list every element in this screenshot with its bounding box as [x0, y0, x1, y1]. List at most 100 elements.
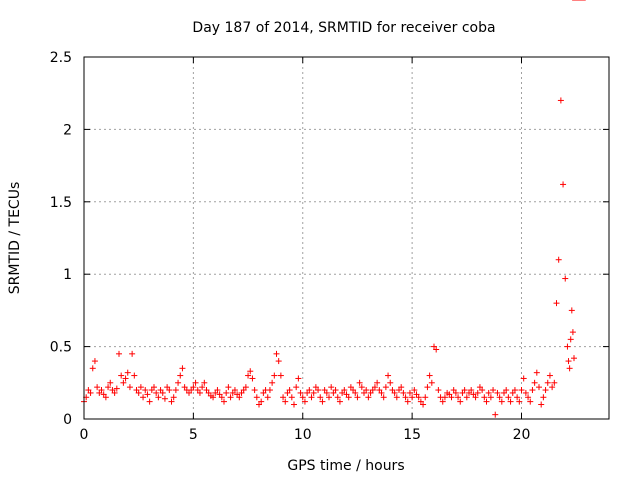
data-point	[225, 384, 232, 391]
data-point	[490, 387, 497, 394]
data-point	[332, 387, 339, 394]
data-point	[498, 398, 505, 405]
data-point	[113, 385, 120, 392]
data-point	[378, 389, 385, 396]
data-point	[306, 387, 313, 394]
data-point	[166, 387, 173, 394]
data-point	[89, 365, 96, 372]
data-point	[131, 372, 138, 379]
grid	[84, 57, 609, 419]
data-point	[231, 387, 238, 394]
data-point	[352, 389, 359, 396]
data-point	[277, 372, 284, 379]
data-point	[387, 379, 394, 386]
data-point	[137, 384, 144, 391]
data-point	[391, 389, 398, 396]
data-point	[536, 384, 542, 391]
data-point	[435, 387, 442, 394]
data-point	[286, 387, 293, 394]
data-point	[271, 372, 278, 379]
data-point	[170, 394, 177, 401]
y-tick-label: 0	[63, 412, 72, 428]
data-point	[538, 401, 545, 408]
data-point	[155, 394, 162, 401]
data-point	[218, 394, 225, 401]
data-point	[94, 384, 101, 391]
data-point	[334, 394, 341, 401]
data-point	[323, 389, 330, 396]
data-point	[398, 384, 405, 391]
data-point	[199, 384, 206, 391]
data-point	[146, 398, 153, 405]
data-point	[116, 350, 122, 357]
data-point	[144, 391, 151, 398]
data-point	[120, 379, 127, 386]
data-point	[522, 389, 529, 396]
data-point	[247, 368, 254, 375]
data-point	[98, 387, 105, 394]
data-point	[161, 395, 168, 402]
y-tick-label: 1.5	[50, 195, 72, 211]
data-point	[371, 384, 378, 391]
data-point	[505, 394, 512, 401]
data-point	[409, 394, 416, 401]
data-point	[227, 394, 234, 401]
data-point	[172, 387, 179, 394]
data-point	[288, 394, 295, 401]
data-point	[494, 389, 501, 396]
data-point	[382, 384, 389, 391]
data-point	[201, 379, 208, 386]
y-tick-label: 2.5	[50, 50, 72, 66]
data-point	[159, 389, 166, 396]
data-point	[363, 387, 370, 394]
data-point	[507, 398, 514, 405]
data-point	[345, 394, 352, 401]
y-axis-label: SRMTID / TECUs	[7, 182, 23, 295]
data-point	[518, 387, 525, 394]
data-point	[549, 384, 556, 391]
data-point	[461, 387, 468, 394]
data-point	[102, 394, 109, 401]
data-point	[514, 394, 521, 401]
data-point	[221, 398, 227, 405]
data-point	[105, 384, 112, 391]
data-point	[527, 398, 534, 405]
data-point	[540, 394, 547, 401]
data-point	[516, 398, 523, 405]
data-point	[168, 398, 175, 405]
data-point	[544, 379, 551, 386]
data-point	[122, 375, 129, 382]
data-point	[553, 300, 560, 307]
data-point	[426, 372, 433, 379]
ticks: 0 5 10 15 20 0 0.5 1 1.5 2 2.5	[50, 50, 609, 443]
data-point	[264, 394, 271, 401]
data-point	[483, 398, 490, 405]
data-point	[542, 387, 549, 394]
data-point	[135, 389, 142, 396]
plot-frame	[83, 56, 610, 420]
data-point	[564, 343, 571, 350]
data-point	[406, 389, 413, 396]
data-point	[474, 389, 481, 396]
data-point	[249, 375, 256, 382]
data-point	[319, 398, 326, 405]
data-point	[562, 275, 569, 282]
data-point	[273, 350, 280, 357]
data-point	[210, 394, 217, 401]
data-point	[301, 398, 308, 405]
data-point	[428, 379, 435, 386]
data-point	[496, 394, 503, 401]
data-points	[81, 0, 586, 418]
data-point	[529, 387, 536, 394]
data-point	[457, 398, 464, 405]
data-point	[308, 394, 315, 401]
y-tick-label: 2	[63, 122, 72, 138]
data-point	[472, 394, 479, 401]
data-point	[503, 387, 510, 394]
data-point	[566, 365, 573, 372]
data-point	[179, 365, 186, 372]
data-point	[415, 394, 422, 401]
data-point	[356, 379, 363, 386]
data-point	[142, 387, 149, 394]
